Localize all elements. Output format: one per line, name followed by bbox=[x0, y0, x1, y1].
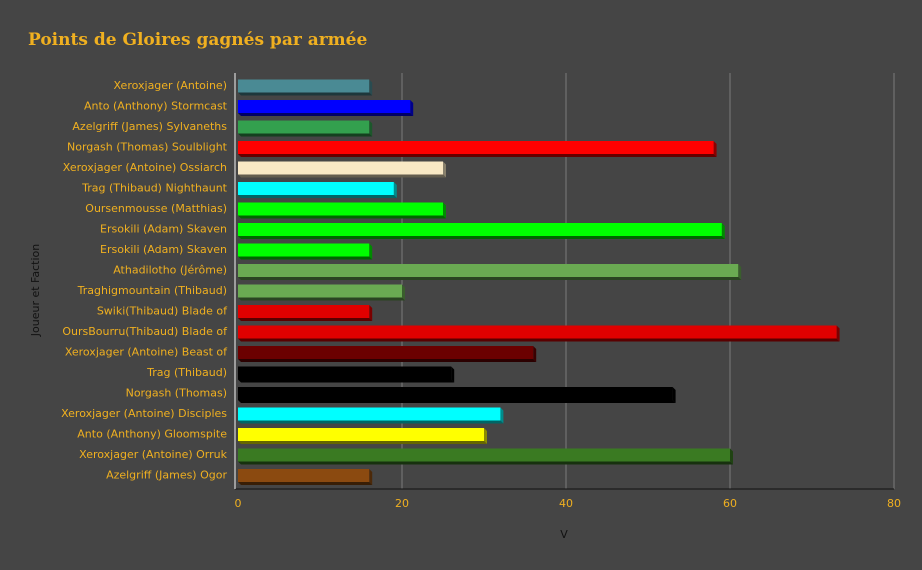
category-label: Xeroxjager (Antoine) Orruk bbox=[79, 448, 227, 461]
bar bbox=[238, 428, 484, 441]
bar-side bbox=[721, 223, 725, 239]
category-label: Ersokili (Adam) Skaven bbox=[100, 223, 227, 236]
category-label: Traghigmountain (Thibaud) bbox=[77, 284, 227, 297]
bar-bottom bbox=[238, 441, 487, 444]
bar-bottom bbox=[238, 318, 373, 321]
bar bbox=[238, 161, 443, 175]
category-label: Azelgriff (James) Ogor bbox=[106, 469, 227, 482]
bar-side bbox=[410, 100, 414, 116]
chart-title: Points de Gloires gagnés par armée bbox=[28, 30, 368, 50]
bar-side bbox=[369, 120, 373, 137]
bar-side bbox=[713, 141, 717, 157]
x-tick-label: 0 bbox=[235, 497, 242, 510]
category-label: Norgash (Thomas) Soulblight bbox=[67, 141, 228, 154]
bar bbox=[238, 202, 443, 216]
bar-bottom bbox=[238, 174, 446, 178]
bar-side bbox=[500, 407, 504, 424]
bar-side bbox=[369, 469, 373, 485]
bar-bottom bbox=[238, 133, 373, 137]
bar-bottom bbox=[238, 236, 725, 239]
bar-bottom bbox=[238, 379, 455, 383]
category-label: Xeroxjager (Antoine) bbox=[114, 79, 227, 92]
bar-bottom bbox=[238, 359, 537, 362]
bar-side bbox=[369, 305, 373, 321]
bar bbox=[238, 264, 739, 277]
bar-side bbox=[369, 79, 373, 96]
bar bbox=[238, 182, 394, 195]
category-label: OursBourru(Thibaud) Blade of bbox=[62, 325, 228, 338]
category-label: Anto (Anthony) Stormcast bbox=[84, 100, 228, 113]
bar bbox=[238, 100, 411, 113]
category-label: Xeroxjager (Antoine) Beast of bbox=[65, 346, 228, 359]
bar-bottom bbox=[238, 277, 742, 280]
bar bbox=[238, 141, 714, 154]
bar-side bbox=[369, 243, 373, 260]
bar-side bbox=[443, 161, 446, 178]
bar-bottom bbox=[238, 338, 840, 342]
category-label: Xeroxjager (Antoine) Disciples bbox=[61, 407, 227, 420]
category-label: Trag (Thibaud) bbox=[146, 366, 227, 379]
category-label: Oursenmousse (Matthias) bbox=[85, 202, 227, 215]
bar-side bbox=[484, 428, 487, 444]
bar-side bbox=[738, 264, 742, 280]
bar bbox=[238, 387, 673, 400]
bar-side bbox=[836, 325, 840, 342]
bar-side bbox=[443, 202, 446, 219]
category-label: Norgash (Thomas) bbox=[126, 387, 227, 400]
category-label: Trag (Thibaud) Nighthaunt bbox=[81, 182, 228, 195]
bar bbox=[238, 79, 370, 93]
category-label: Anto (Anthony) Gloomspite bbox=[77, 428, 227, 441]
bar bbox=[238, 305, 370, 318]
bar-side bbox=[533, 346, 537, 362]
bar-bottom bbox=[238, 400, 676, 403]
y-axis-title: Joueur et Faction bbox=[29, 244, 42, 337]
x-tick-label: 20 bbox=[395, 497, 409, 510]
bar bbox=[238, 284, 402, 298]
x-axis-title: V bbox=[560, 528, 568, 541]
bar-side bbox=[730, 448, 733, 465]
bar-bottom bbox=[238, 92, 373, 96]
bar bbox=[238, 407, 501, 421]
bar-side bbox=[402, 284, 405, 301]
bar-bottom bbox=[238, 482, 373, 485]
category-label: Ersokili (Adam) Skaven bbox=[100, 243, 227, 256]
bar-side bbox=[393, 182, 397, 198]
category-label: Azelgriff (James) Sylvaneths bbox=[72, 120, 227, 133]
bar bbox=[238, 223, 722, 236]
x-tick-label: 40 bbox=[559, 497, 573, 510]
bar-bottom bbox=[238, 154, 717, 157]
bar bbox=[238, 325, 837, 339]
bar-bottom bbox=[238, 461, 733, 465]
bar bbox=[238, 243, 370, 257]
bar-bottom bbox=[238, 195, 397, 198]
x-tick-label: 60 bbox=[723, 497, 737, 510]
category-label: Xeroxjager (Antoine) Ossiarch bbox=[63, 161, 227, 174]
bar-side bbox=[672, 387, 676, 403]
bar-side bbox=[451, 366, 455, 383]
category-label: Athadilotho (Jérôme) bbox=[113, 264, 227, 277]
bar-bottom bbox=[238, 113, 414, 116]
bar-bottom bbox=[238, 256, 373, 260]
bar bbox=[238, 346, 534, 359]
bar bbox=[238, 120, 370, 134]
bar-bottom bbox=[238, 297, 405, 301]
bar bbox=[238, 469, 370, 482]
bar bbox=[238, 448, 730, 462]
x-tick-label: 80 bbox=[887, 497, 901, 510]
bar-bottom bbox=[238, 215, 446, 219]
bar-bottom bbox=[238, 420, 504, 424]
bar bbox=[238, 366, 452, 380]
category-label: Swiki(Thibaud) Blade of bbox=[97, 305, 228, 318]
